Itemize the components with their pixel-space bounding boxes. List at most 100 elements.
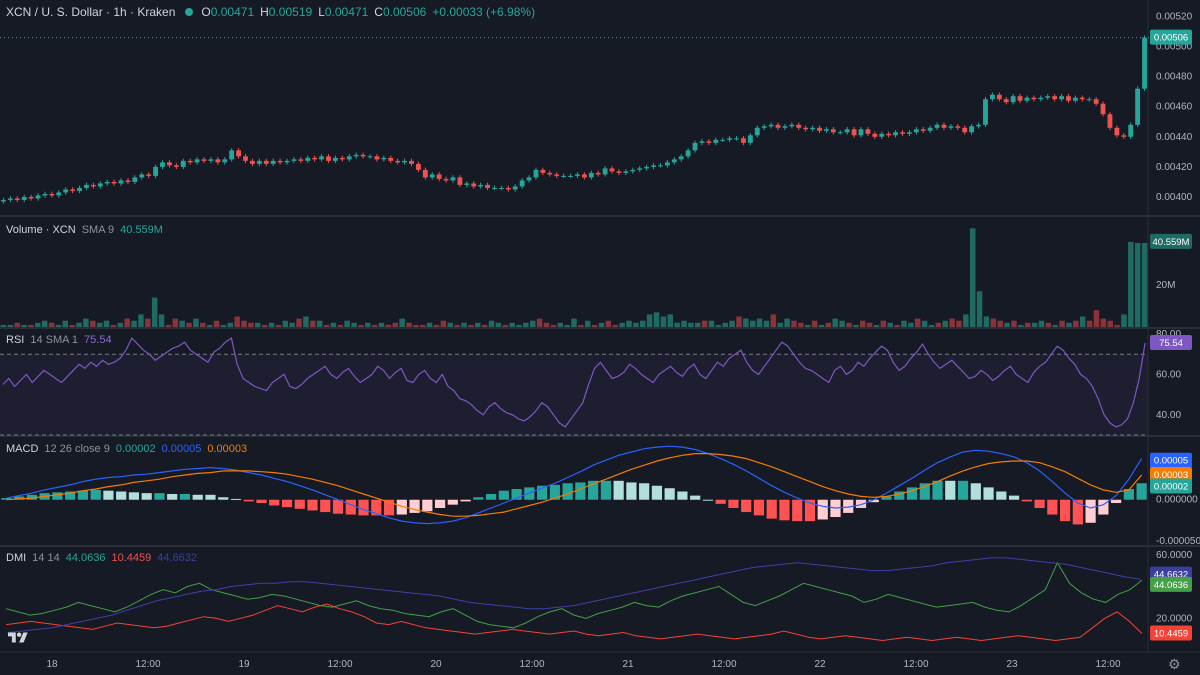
time-tick-label: 20 (430, 659, 442, 670)
histogram-last-tag: 0.00002 (1154, 482, 1188, 493)
rsi-params: 14 SMA 1 (30, 334, 79, 346)
candle-body (250, 160, 255, 164)
macd-histogram-bar (205, 494, 216, 500)
volume-bar (1031, 322, 1038, 327)
tradingview-logo-icon[interactable] (8, 630, 28, 646)
candle-body (450, 177, 456, 181)
volume-bar (674, 322, 680, 327)
volume-bar (323, 324, 330, 327)
dmi-title[interactable]: DMI (6, 552, 27, 564)
volume-bar (1052, 324, 1058, 327)
macd-histogram-bar (804, 499, 816, 522)
volume-bar (96, 322, 103, 327)
close-label: C (374, 5, 383, 19)
candle-body (153, 166, 159, 176)
rsi-line (2, 337, 1146, 428)
open-value: 0.00471 (210, 5, 255, 19)
candle-body (810, 127, 816, 130)
macd-title[interactable]: MACD (6, 443, 39, 455)
volume-bar (859, 320, 866, 327)
candle-body (782, 126, 788, 128)
volume-bar (234, 316, 240, 327)
price-tick-label: 0.00480 (1156, 72, 1193, 83)
candle-body (637, 168, 643, 170)
candle-body (568, 175, 573, 177)
macd-histogram-bar (855, 499, 867, 508)
candle-body (893, 132, 898, 136)
volume-bar (949, 318, 955, 327)
candle-body (35, 195, 41, 199)
macd-histogram-bar (549, 484, 560, 500)
candle-body (789, 124, 795, 127)
volume-bar (461, 322, 467, 327)
candle-body (796, 124, 802, 128)
volume-bar (571, 318, 577, 327)
candle-body (346, 156, 352, 160)
volume-bar (818, 324, 825, 327)
candle-body (284, 160, 290, 163)
price-tick-label: 0.00400 (1156, 192, 1193, 203)
candle-body (312, 157, 318, 160)
macd-histogram-bar (1085, 499, 1096, 523)
volume-title[interactable]: Volume · XCN (6, 224, 76, 236)
candle-body (229, 150, 235, 160)
time-tick-label: 18 (46, 659, 58, 670)
volume-bar (7, 324, 14, 327)
macd-line-value: 0.00005 (161, 443, 202, 455)
macd-last-tag-bg (1150, 452, 1192, 468)
volume-bar (28, 324, 34, 327)
candle-body (443, 178, 449, 181)
rsi-last-tag: 75.54 (1159, 338, 1183, 349)
volume-bar (151, 297, 158, 327)
rsi-title[interactable]: RSI (6, 334, 25, 346)
volume-bar (956, 320, 962, 327)
price-tick-label: 0.00440 (1156, 132, 1193, 143)
minus-di-line (6, 603, 1143, 642)
volume-bar (839, 320, 845, 327)
volume-bar (316, 320, 323, 327)
volume-bar (701, 320, 708, 327)
candle-body (1121, 135, 1127, 137)
rsi-tick-label: 40.00 (1156, 410, 1181, 421)
volume-bar (1079, 316, 1086, 327)
macd-histogram-bar (983, 487, 994, 500)
candle-body (464, 183, 470, 185)
macd-histogram-bar (1111, 499, 1122, 504)
candle-body (7, 198, 13, 200)
volume-bar (660, 316, 667, 327)
rsi-value: 75.54 (84, 334, 112, 346)
macd-histogram-bar (613, 480, 624, 500)
volume-bar (1086, 320, 1093, 327)
candle-body (332, 157, 338, 161)
price-tick-label: 0.00520 (1156, 12, 1193, 23)
volume-bar (1011, 320, 1017, 327)
macd-histogram-bar (332, 499, 344, 514)
candle-body (415, 163, 421, 170)
macd-histogram-bar (383, 499, 395, 516)
macd-histogram-bar (192, 494, 203, 500)
candle-body (1031, 97, 1037, 100)
macd-histogram-bar (230, 498, 242, 500)
adx-value: 44.6632 (157, 552, 197, 564)
candle-body (492, 187, 497, 189)
candle-body (692, 142, 698, 151)
candle-body (803, 127, 809, 130)
candle-body (872, 133, 878, 137)
signal-last-tag: 0.00003 (1154, 470, 1188, 481)
candle-body (865, 129, 871, 134)
macd-histogram-bar (116, 491, 127, 500)
time-tick-label: 22 (814, 659, 826, 670)
candle-body (616, 171, 622, 173)
candle-body (1066, 96, 1071, 101)
rsi-tick-label: 60.00 (1156, 369, 1181, 380)
candle-body (886, 133, 892, 136)
time-tick-label: 12:00 (135, 659, 160, 670)
macd-histogram-bar (1098, 499, 1109, 515)
settings-gear-icon[interactable]: ⚙ (1168, 656, 1181, 672)
macd-histogram-bar (945, 480, 956, 500)
volume-bar (963, 314, 969, 327)
symbol-title[interactable]: XCN / U. S. Dollar · 1h · Kraken (6, 5, 176, 19)
macd-histogram-bar (77, 490, 89, 500)
macd-histogram-bar (562, 483, 573, 500)
